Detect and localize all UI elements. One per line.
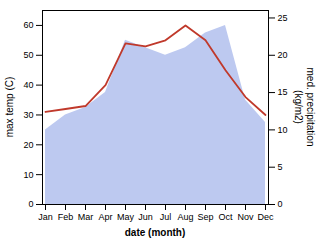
svg-text:med. precipitation: med. precipitation [305, 68, 316, 147]
svg-text:50: 50 [23, 50, 33, 60]
svg-text:15: 15 [278, 87, 288, 97]
svg-text:Oct: Oct [218, 212, 233, 222]
svg-text:5: 5 [278, 162, 283, 172]
svg-text:0: 0 [28, 199, 33, 209]
svg-text:10: 10 [278, 125, 288, 135]
svg-text:25: 25 [278, 13, 288, 23]
svg-text:20: 20 [278, 50, 288, 60]
svg-text:Feb: Feb [58, 212, 74, 222]
svg-text:Jun: Jun [138, 212, 153, 222]
svg-text:60: 60 [23, 20, 33, 30]
svg-text:(kg/m2): (kg/m2) [293, 90, 304, 124]
svg-text:40: 40 [23, 80, 33, 90]
svg-text:30: 30 [23, 110, 33, 120]
svg-text:Nov: Nov [237, 212, 254, 222]
svg-text:Jul: Jul [160, 212, 172, 222]
svg-text:Apr: Apr [98, 212, 112, 222]
svg-text:May: May [117, 212, 135, 222]
svg-text:date (month): date (month) [125, 227, 186, 238]
svg-text:Dec: Dec [257, 212, 274, 222]
svg-text:max temp (C): max temp (C) [4, 77, 15, 138]
svg-text:Jan: Jan [38, 212, 53, 222]
svg-text:0: 0 [278, 199, 283, 209]
svg-text:Sep: Sep [197, 212, 213, 222]
svg-text:Mar: Mar [78, 212, 94, 222]
svg-text:20: 20 [23, 140, 33, 150]
svg-text:Aug: Aug [177, 212, 193, 222]
svg-text:10: 10 [23, 170, 33, 180]
